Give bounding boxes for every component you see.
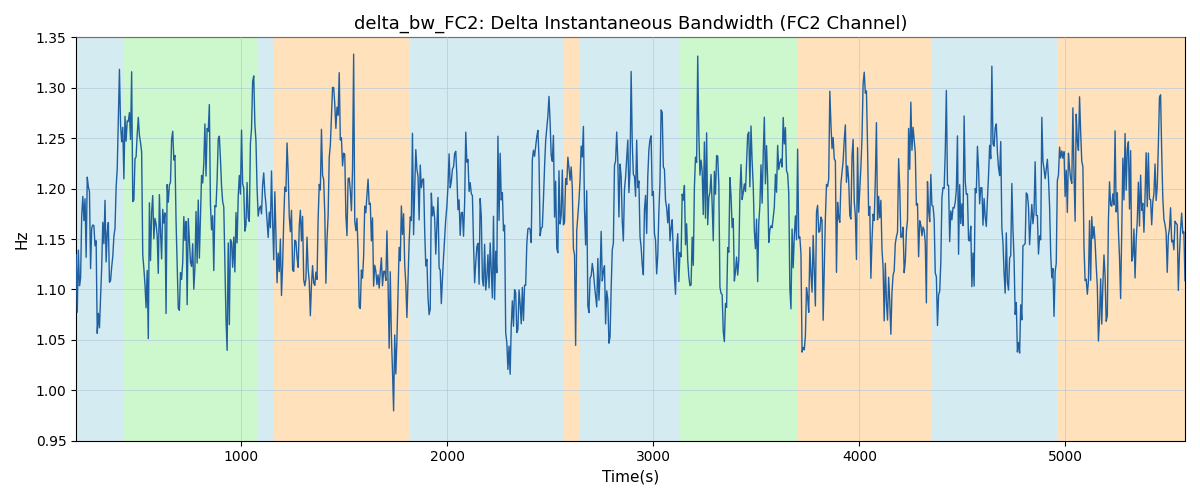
Bar bbox=[798, 38, 931, 440]
Bar bbox=[680, 38, 798, 440]
Bar bbox=[274, 38, 410, 440]
Bar bbox=[1057, 38, 1186, 440]
Bar bbox=[666, 38, 680, 440]
Bar bbox=[931, 38, 1057, 440]
Bar bbox=[258, 38, 274, 440]
Bar bbox=[580, 38, 666, 440]
Bar bbox=[563, 38, 580, 440]
Bar bbox=[410, 38, 563, 440]
Title: delta_bw_FC2: Delta Instantaneous Bandwidth (FC2 Channel): delta_bw_FC2: Delta Instantaneous Bandwi… bbox=[354, 15, 907, 34]
Y-axis label: Hz: Hz bbox=[14, 230, 30, 249]
Bar bbox=[76, 38, 124, 440]
X-axis label: Time(s): Time(s) bbox=[602, 470, 659, 485]
Bar bbox=[124, 38, 258, 440]
